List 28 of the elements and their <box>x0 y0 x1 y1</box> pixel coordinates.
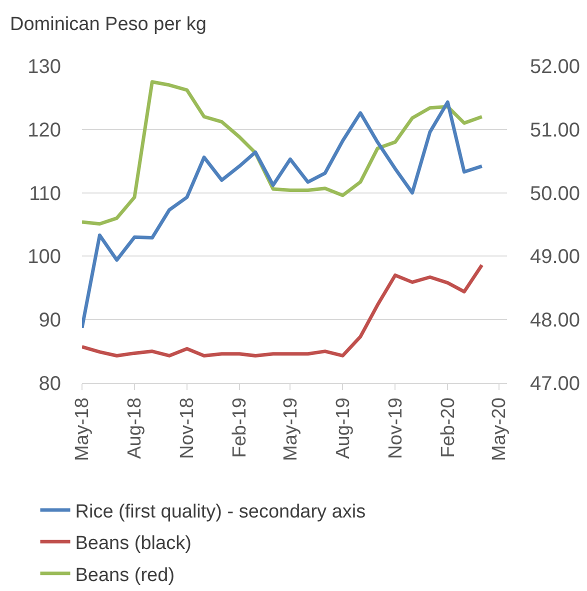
x-tick-label: Aug-18 <box>124 398 146 459</box>
y-tick-label: 80 <box>38 373 61 395</box>
legend-label: Beans (red) <box>75 564 175 586</box>
x-tick-label: May-20 <box>489 398 510 461</box>
y2-tick-label: 47.00 <box>530 373 580 395</box>
y-tick-label: 90 <box>38 310 61 332</box>
y-tick-label: 100 <box>28 246 61 268</box>
line-series <box>82 263 484 358</box>
x-tick-label: May-18 <box>72 398 94 461</box>
y-tick-label: 110 <box>29 182 61 205</box>
line-series <box>82 100 484 330</box>
x-tick-label: Nov-19 <box>385 398 406 459</box>
y2-tick-label: 51.00 <box>530 119 580 142</box>
y2-tick-label: 50.00 <box>530 182 580 205</box>
y-axis-title: Dominican Peso per kg <box>10 14 206 35</box>
y2-tick-label: 52.00 <box>530 56 580 78</box>
y2-tick-label: 48.00 <box>530 310 580 332</box>
line-series <box>82 80 484 226</box>
legend-label: Rice (first quality) - secondary axis <box>75 501 366 522</box>
x-tick-label: Aug-19 <box>332 398 354 459</box>
x-tick-label: May-19 <box>280 398 302 461</box>
y2-tick-label: 49.00 <box>530 246 580 268</box>
x-tick-label: Feb-20 <box>438 398 459 458</box>
y-tick-label: 130 <box>28 56 61 78</box>
x-tick-label: Nov-18 <box>177 398 198 459</box>
y-tick-label: 120 <box>28 119 61 142</box>
legend-label: Beans (black) <box>75 533 192 554</box>
x-tick-label: Feb-19 <box>230 398 251 458</box>
